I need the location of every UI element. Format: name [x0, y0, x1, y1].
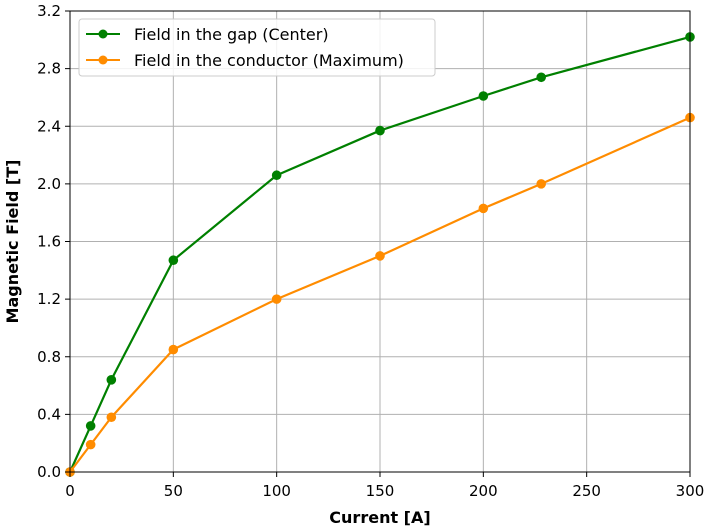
x-tick-label: 50 — [164, 482, 183, 500]
series-1 — [65, 112, 695, 477]
data-point — [106, 375, 117, 385]
series-layer — [65, 32, 695, 477]
legend-label-gap: Field in the gap (Center) — [134, 25, 329, 44]
x-tick-label: 300 — [676, 482, 705, 500]
legend-label-conductor: Field in the conductor (Maximum) — [134, 51, 404, 70]
legend-box — [78, 18, 436, 77]
data-point — [106, 412, 117, 423]
data-point — [478, 203, 489, 214]
data-point — [375, 125, 385, 136]
data-point — [168, 344, 179, 355]
x-tick-label: 100 — [262, 482, 291, 500]
y-tick-label: 3.2 — [37, 2, 61, 20]
data-point — [85, 421, 96, 431]
ticks: 0 50 100 150 200 250 300 0.0 0.4 0.8 1.2 1.6 2.0 2.4 2… — [37, 2, 704, 500]
x-tick-label: 150 — [366, 482, 395, 500]
grid — [69, 10, 691, 473]
y-tick-label: 0.0 — [37, 463, 61, 481]
y-tick-label: 1.2 — [37, 290, 61, 308]
x-tick-label: 0 — [65, 482, 75, 500]
legend-marker-conductor — [98, 55, 108, 65]
y-tick-label: 2.4 — [37, 117, 61, 135]
x-axis-label: Current [A] — [329, 508, 430, 527]
y-tick-label: 0.4 — [37, 405, 61, 423]
data-point — [536, 179, 546, 189]
data-point — [271, 170, 282, 181]
y-axis-label: Magnetic Field [T] — [3, 160, 22, 324]
legend: Field in the gap (Center) Field in the c… — [78, 18, 436, 77]
y-tick-label: 2.0 — [37, 175, 61, 193]
data-point — [85, 439, 96, 450]
x-tick-label: 200 — [469, 482, 498, 500]
y-tick-label: 2.8 — [37, 60, 61, 78]
data-point — [478, 91, 489, 101]
y-tick-label: 1.6 — [37, 233, 61, 251]
legend-marker-gap — [98, 29, 108, 39]
y-tick-label: 0.8 — [37, 348, 61, 366]
data-point — [375, 251, 385, 261]
data-point — [536, 72, 546, 83]
data-point — [271, 294, 282, 304]
data-point — [168, 255, 179, 266]
x-tick-label: 250 — [572, 482, 601, 500]
